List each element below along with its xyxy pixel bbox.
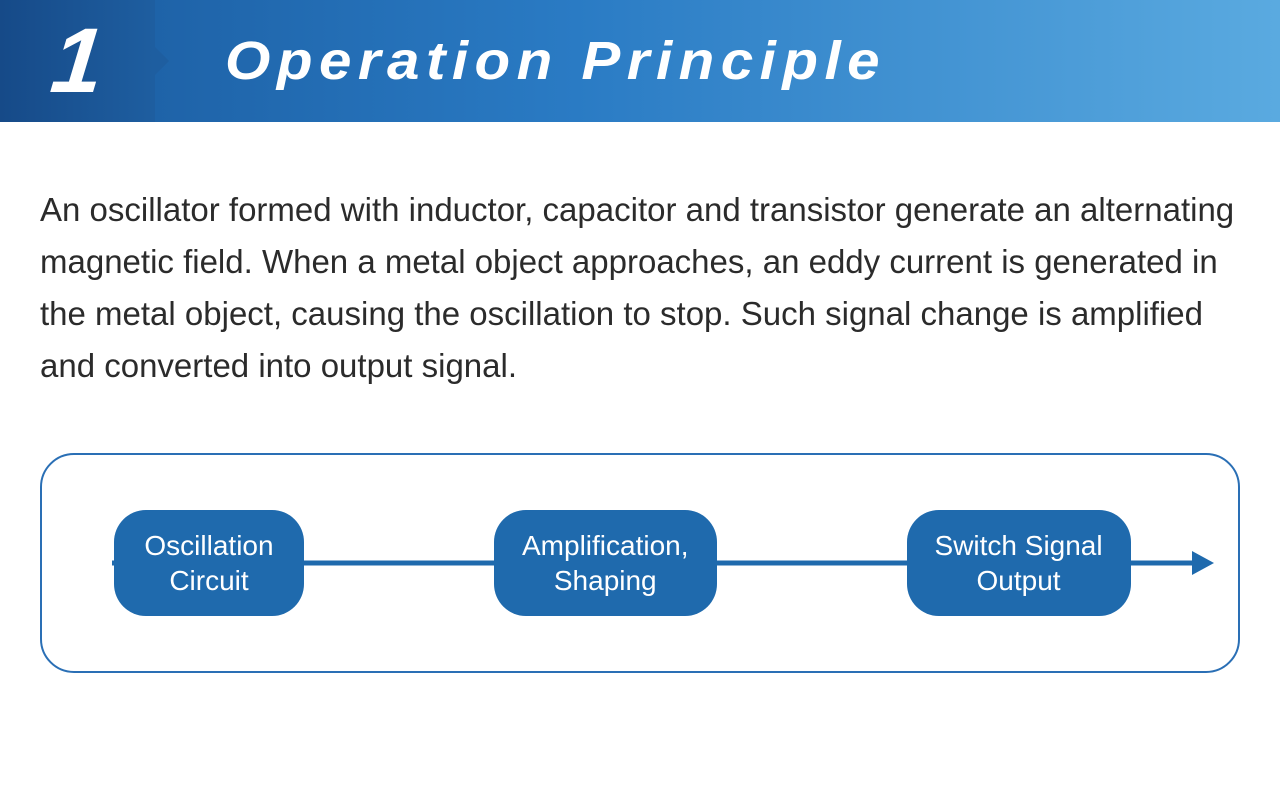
- header-number-box: 1: [0, 0, 155, 122]
- flowchart-container: Oscillation Circuit Amplification, Shapi…: [40, 453, 1240, 673]
- flow-node-output: Switch Signal Output: [907, 510, 1131, 616]
- header-number: 1: [47, 15, 108, 107]
- flow-node-amplification: Amplification, Shaping: [494, 510, 717, 616]
- description-text: An oscillator formed with inductor, capa…: [0, 122, 1280, 393]
- header-bar: 1 Operation Principle: [0, 0, 1280, 122]
- flow-node-oscillation: Oscillation Circuit: [114, 510, 304, 616]
- header-title: Operation Principle: [225, 30, 886, 92]
- flow-node-row: Oscillation Circuit Amplification, Shapi…: [42, 455, 1238, 671]
